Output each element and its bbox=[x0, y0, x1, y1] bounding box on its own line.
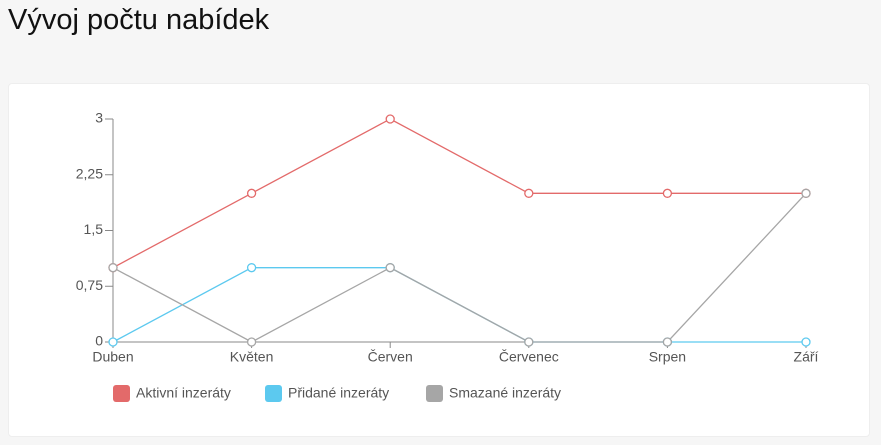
data-point bbox=[246, 188, 257, 198]
data-point bbox=[524, 188, 534, 198]
data-point bbox=[801, 188, 811, 198]
page-title: Vývoj počtu nabídek bbox=[8, 4, 270, 36]
legend-swatch bbox=[265, 385, 282, 402]
x-tick-label: Květen bbox=[230, 349, 274, 365]
data-point bbox=[662, 337, 673, 347]
chart-card bbox=[8, 83, 870, 437]
data-point bbox=[662, 188, 673, 198]
legend-swatch bbox=[426, 385, 443, 402]
series-line bbox=[112, 118, 806, 269]
legend-label: Aktivní inzeráty bbox=[136, 385, 231, 401]
legend-swatch bbox=[113, 385, 130, 402]
data-point bbox=[385, 263, 395, 273]
legend-label: Smazané inzeráty bbox=[449, 385, 561, 401]
y-tick-label: 0 bbox=[95, 333, 103, 349]
x-tick-label: Srpen bbox=[649, 349, 686, 365]
data-point bbox=[246, 263, 257, 273]
x-tick-label: Duben bbox=[92, 349, 133, 365]
x-tick-label: Červen bbox=[368, 349, 413, 365]
x-tick-label: Září bbox=[794, 349, 819, 365]
legend-label: Přidané inzeráty bbox=[288, 385, 389, 401]
data-point bbox=[246, 337, 257, 347]
data-point bbox=[524, 337, 534, 347]
series-line bbox=[112, 192, 807, 343]
y-tick-label: 1,5 bbox=[84, 221, 104, 237]
x-tick-label: Červenec bbox=[499, 349, 559, 365]
y-tick-label: 2,25 bbox=[76, 165, 103, 181]
data-point bbox=[108, 263, 118, 273]
data-point bbox=[801, 337, 811, 347]
data-point bbox=[108, 337, 118, 347]
y-tick-label: 3 bbox=[95, 110, 103, 126]
y-tick-label: 0,75 bbox=[76, 277, 103, 293]
data-point bbox=[385, 114, 395, 124]
